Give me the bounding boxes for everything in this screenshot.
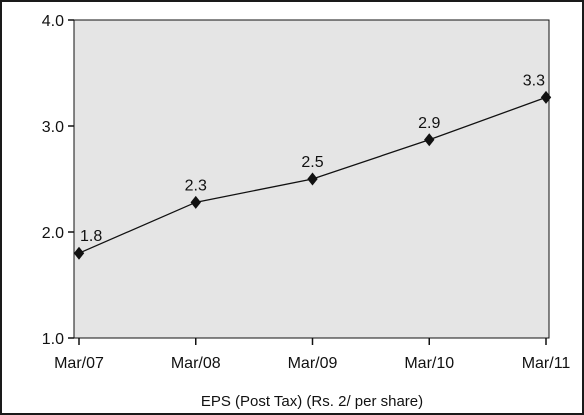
x-axis-title: EPS (Post Tax) (Rs. 2/ per share)	[201, 393, 423, 410]
y-tick-label: 2.0	[42, 225, 64, 242]
data-value-label: 2.9	[418, 115, 440, 132]
x-axis: Mar/07 Mar/08 Mar/09 Mar/10 Mar/11	[54, 338, 570, 372]
x-tick-label: Mar/09	[288, 355, 338, 372]
data-point-marker	[424, 133, 435, 147]
data-value-label: 2.5	[301, 154, 323, 171]
y-axis: 1.0 2.0 3.0 4.0	[42, 13, 74, 348]
data-value-label: 3.3	[523, 72, 545, 89]
data-point-marker	[190, 195, 201, 209]
y-tick-label: 4.0	[42, 13, 64, 30]
x-tick-label: Mar/10	[404, 355, 454, 372]
x-tick-label: Mar/11	[522, 355, 571, 372]
series-layer: 1.8 2.3 2.5 2.9 3.3	[73, 72, 552, 260]
x-tick-label: Mar/07	[54, 355, 104, 372]
data-point-marker	[307, 172, 318, 186]
x-tick-label: Mar/08	[171, 355, 221, 372]
y-tick-label: 3.0	[42, 119, 64, 136]
data-point-marker	[540, 90, 552, 104]
data-point-marker	[73, 246, 85, 260]
y-tick-label: 1.0	[42, 331, 64, 348]
data-value-label: 2.3	[185, 177, 207, 194]
data-value-label: 1.8	[80, 228, 102, 245]
